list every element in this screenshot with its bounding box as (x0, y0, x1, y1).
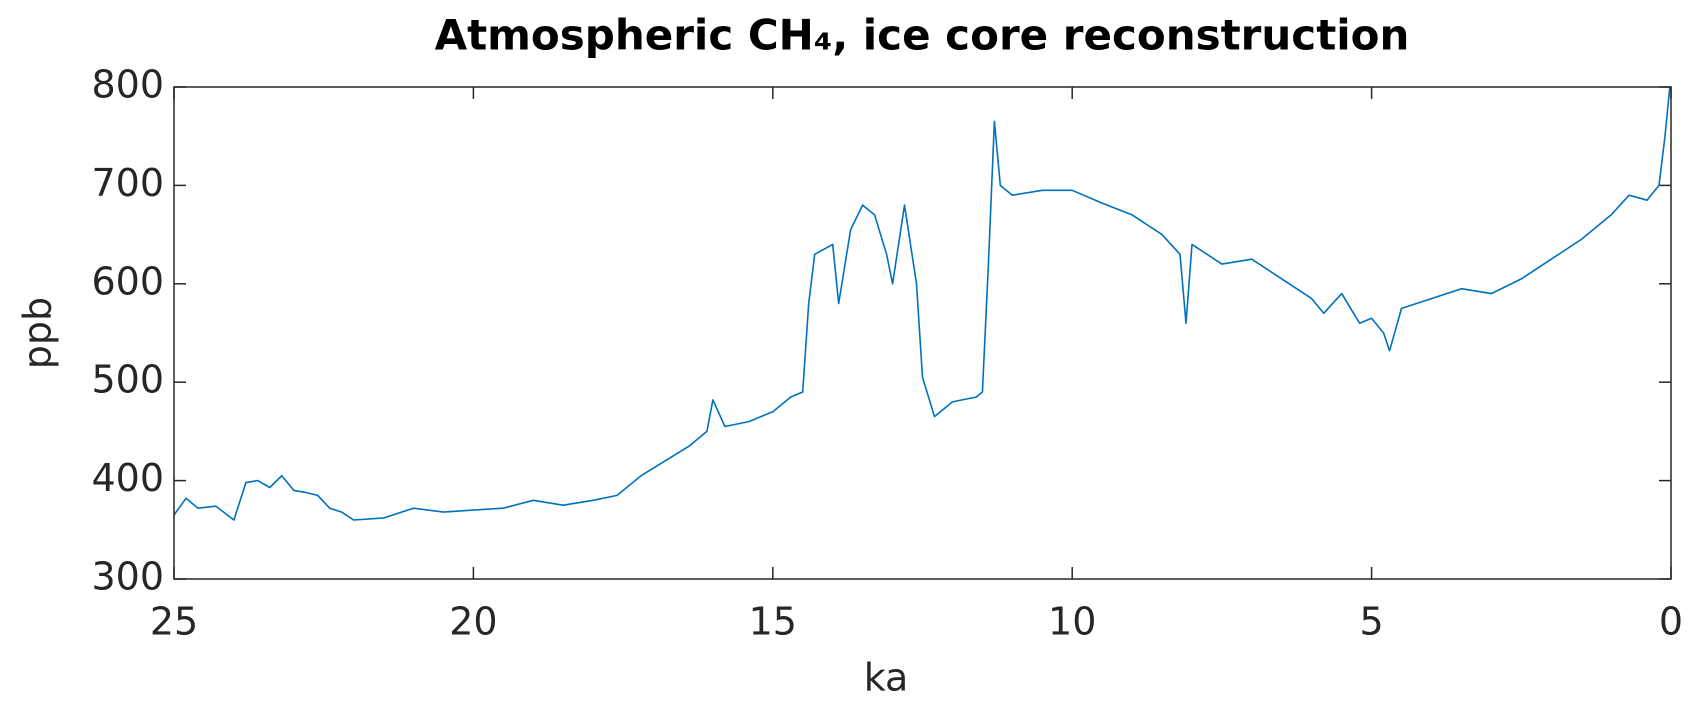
y-tick-label: 800 (91, 63, 164, 107)
plot-frame (173, 86, 1672, 580)
x-tick-label: 15 (749, 600, 797, 644)
y-tick-label: 500 (91, 358, 164, 402)
x-tick-label: 0 (1659, 600, 1683, 644)
data-line (173, 86, 1671, 521)
chart-title: Atmospheric CH₄, ice core reconstruction (435, 11, 1410, 60)
y-axis-label: ppb (16, 297, 60, 369)
x-tick-label: 25 (150, 600, 198, 644)
x-tick-label: 20 (449, 600, 497, 644)
y-tick-label: 700 (91, 161, 164, 205)
y-tick-label: 600 (91, 259, 164, 303)
x-axis-label: ka (864, 656, 909, 700)
y-tick-label: 300 (91, 555, 164, 599)
y-tick-label: 400 (91, 456, 164, 500)
x-tick-label: 5 (1360, 600, 1384, 644)
x-tick-label: 10 (1048, 600, 1096, 644)
